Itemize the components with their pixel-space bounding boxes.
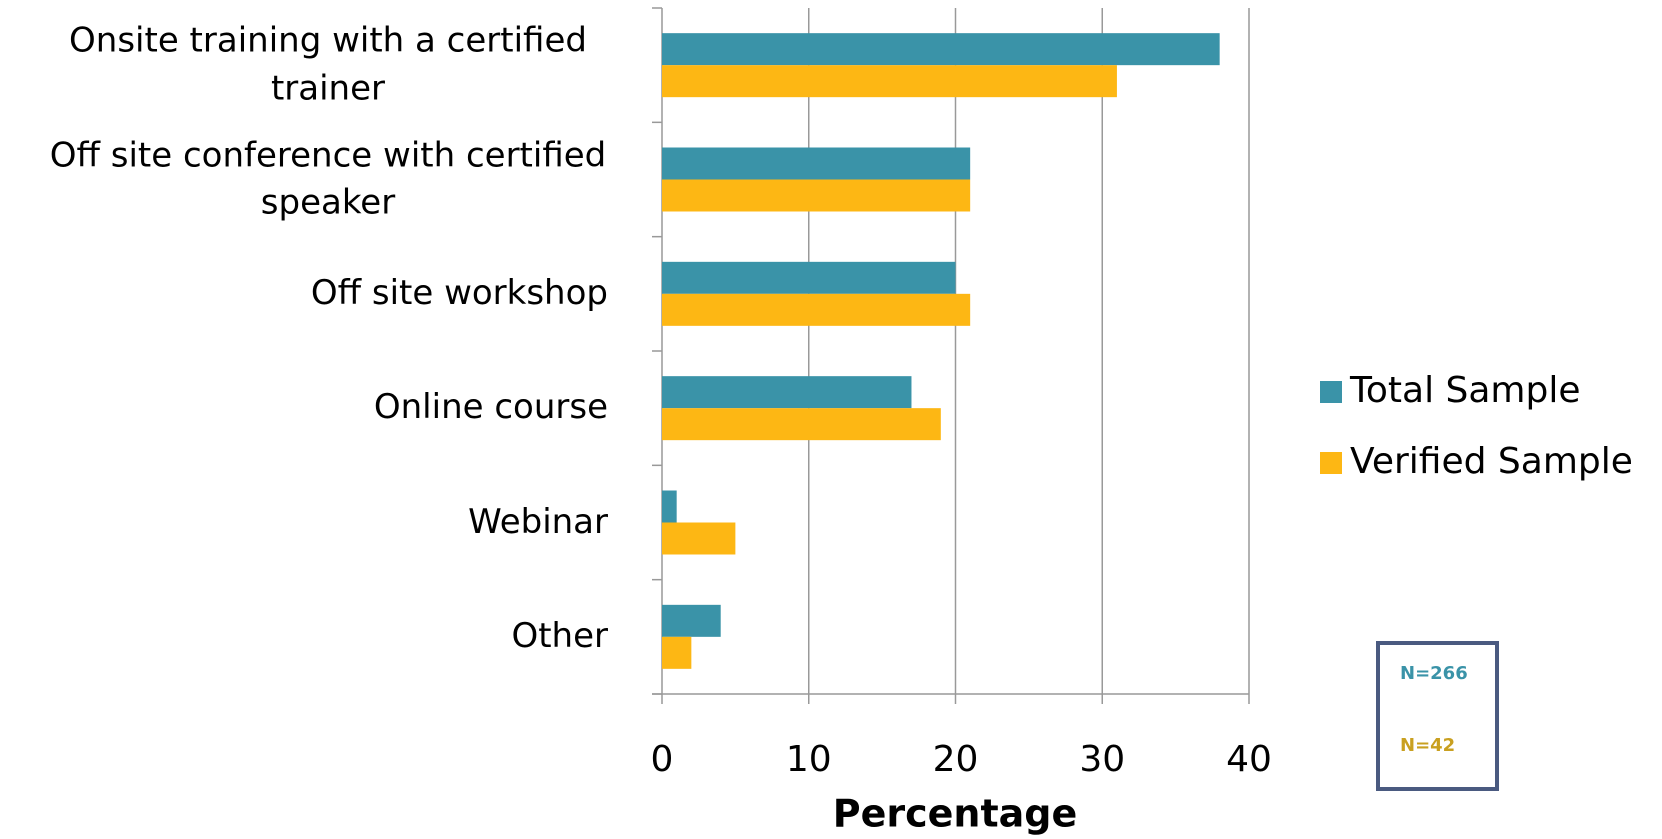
x-tick-label: 40 bbox=[1226, 739, 1272, 780]
y-tick-label: Online course bbox=[373, 387, 608, 428]
legend-label: Total Sample bbox=[1349, 370, 1581, 411]
bar bbox=[662, 179, 971, 212]
y-tick-label: Webinar bbox=[468, 501, 608, 542]
x-tick-label: 20 bbox=[933, 739, 979, 780]
bar bbox=[662, 147, 971, 180]
bar bbox=[662, 636, 692, 669]
annotation: N=42 bbox=[1400, 735, 1455, 756]
bar bbox=[662, 408, 941, 441]
bar bbox=[662, 604, 721, 637]
x-tick-label: 30 bbox=[1079, 739, 1125, 780]
annotation: N=266 bbox=[1400, 663, 1468, 684]
x-axis-label: Percentage bbox=[833, 792, 1078, 836]
y-tick-label: Other bbox=[511, 616, 608, 657]
x-tick-label: 0 bbox=[651, 739, 674, 780]
bar bbox=[662, 65, 1117, 98]
bar bbox=[662, 261, 956, 294]
y-tick-label: Off site workshop bbox=[310, 273, 608, 314]
legend-label: Verified Sample bbox=[1350, 441, 1633, 482]
bar bbox=[662, 490, 677, 523]
x-tick-label: 10 bbox=[786, 739, 832, 780]
annotation-box bbox=[1376, 641, 1499, 791]
legend-swatch bbox=[1320, 381, 1342, 403]
bar bbox=[662, 293, 971, 326]
bar bbox=[662, 522, 736, 555]
y-tick-label: Off site conference with certified speak… bbox=[49, 134, 607, 223]
bar bbox=[662, 33, 1220, 66]
y-tick-label: Onsite training with a certified trainer bbox=[69, 20, 587, 109]
legend-swatch bbox=[1320, 452, 1342, 474]
bar bbox=[662, 376, 912, 409]
